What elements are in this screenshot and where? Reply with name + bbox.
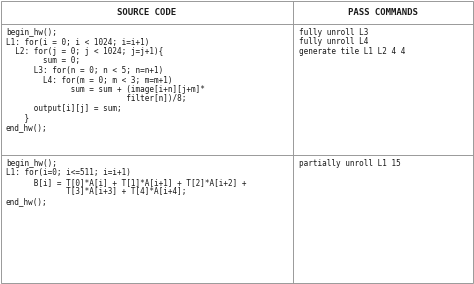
Text: partially unroll L1 15: partially unroll L1 15 bbox=[299, 159, 401, 168]
Text: filter[n])/8;: filter[n])/8; bbox=[6, 95, 186, 103]
Text: T[3]*A[i+3] + T[4]*A[i+4];: T[3]*A[i+3] + T[4]*A[i+4]; bbox=[6, 187, 186, 196]
Text: L2: for(j = 0; j < 1024; j=j+1){: L2: for(j = 0; j < 1024; j=j+1){ bbox=[6, 47, 163, 56]
Text: sum = sum + (image[i+n][j+m]*: sum = sum + (image[i+n][j+m]* bbox=[6, 85, 205, 94]
Text: L4: for(m = 0; m < 3; m=m+1): L4: for(m = 0; m < 3; m=m+1) bbox=[6, 76, 173, 85]
Text: L3: for(n = 0; n < 5; n=n+1): L3: for(n = 0; n < 5; n=n+1) bbox=[6, 66, 163, 75]
Text: fully unroll L3: fully unroll L3 bbox=[299, 28, 368, 37]
Text: L1: for(i = 0; i < 1024; i=i+1): L1: for(i = 0; i < 1024; i=i+1) bbox=[6, 37, 149, 47]
Text: sum = 0;: sum = 0; bbox=[6, 57, 80, 66]
Text: begin_hw();: begin_hw(); bbox=[6, 159, 57, 168]
Text: }: } bbox=[6, 114, 29, 122]
Text: end_hw();: end_hw(); bbox=[6, 197, 47, 206]
Text: B[i] = T[0]*A[i] + T[1]*A[i+1] + T[2]*A[i+2] +: B[i] = T[0]*A[i] + T[1]*A[i+1] + T[2]*A[… bbox=[6, 178, 246, 187]
Text: end_hw();: end_hw(); bbox=[6, 123, 47, 132]
Text: PASS COMMANDS: PASS COMMANDS bbox=[348, 8, 418, 17]
Text: output[i][j] = sum;: output[i][j] = sum; bbox=[6, 104, 122, 113]
Text: generate tile L1 L2 4 4: generate tile L1 L2 4 4 bbox=[299, 47, 405, 56]
Text: SOURCE CODE: SOURCE CODE bbox=[118, 8, 176, 17]
Text: fully unroll L4: fully unroll L4 bbox=[299, 37, 368, 47]
Text: begin_hw();: begin_hw(); bbox=[6, 28, 57, 37]
Text: L1: for(i=0; i<=511; i=i+1): L1: for(i=0; i<=511; i=i+1) bbox=[6, 168, 131, 177]
